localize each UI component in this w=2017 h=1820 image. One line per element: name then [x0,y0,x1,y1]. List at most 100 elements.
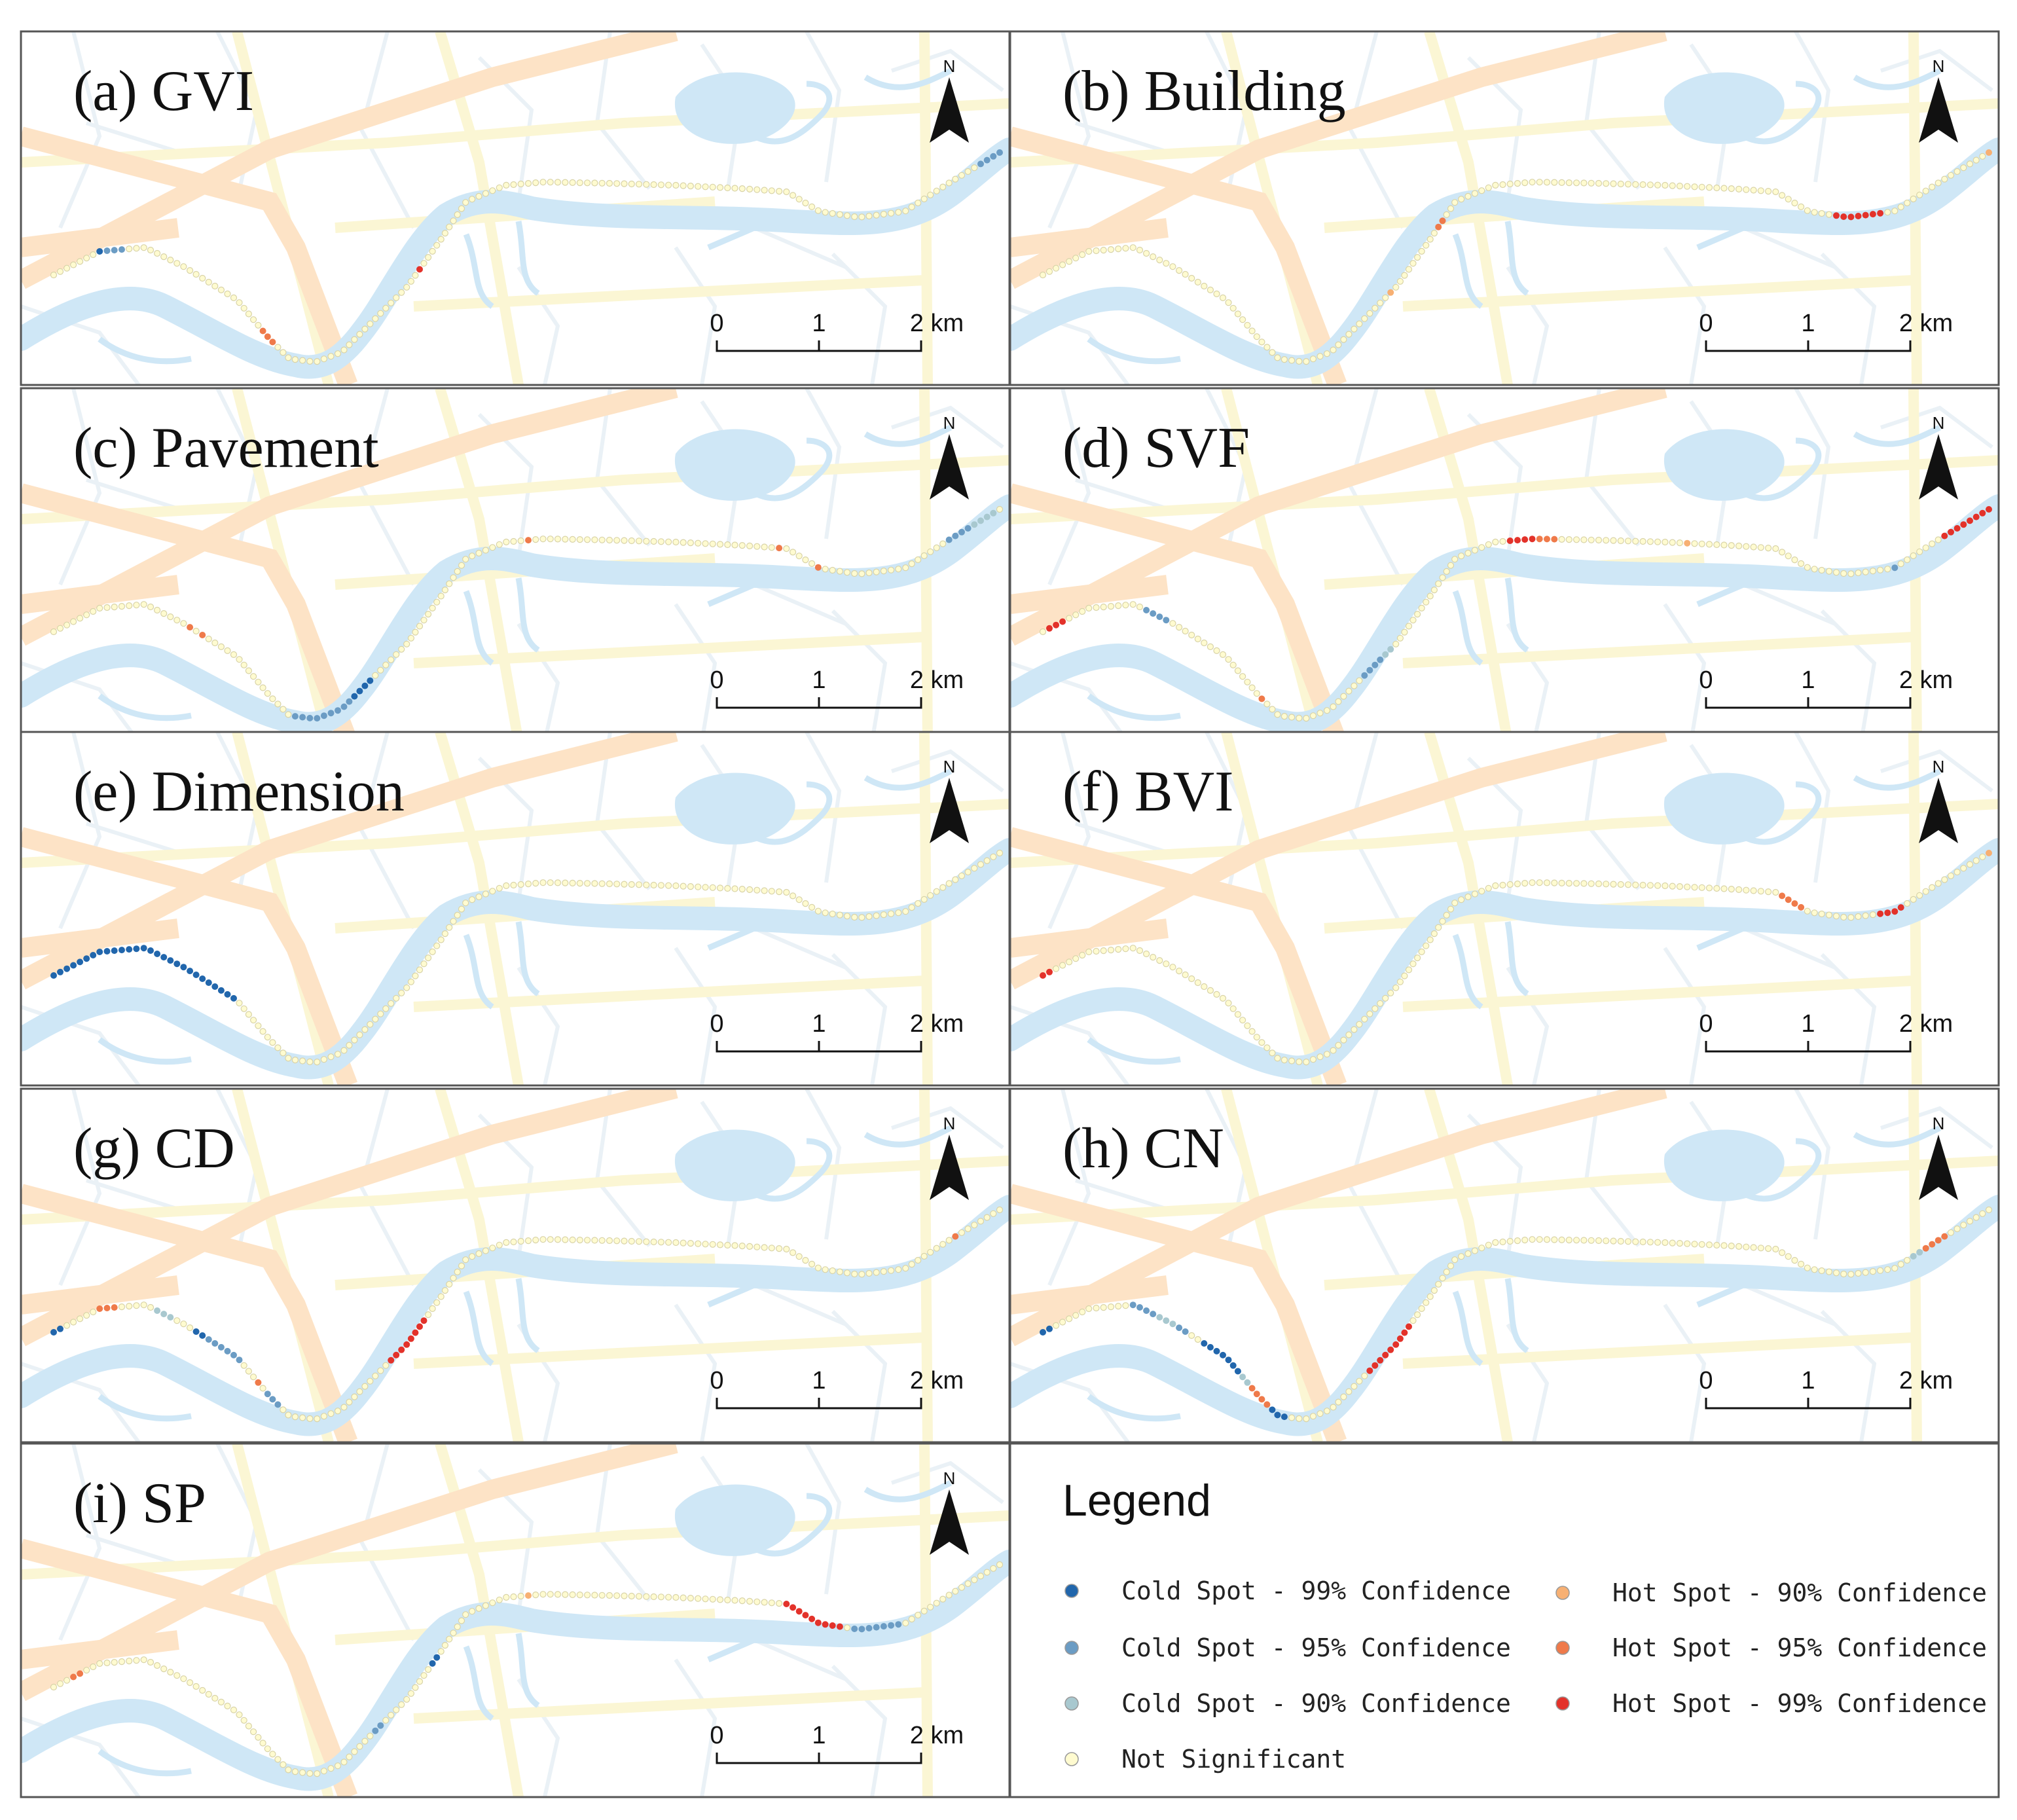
point-not-significant [539,179,547,186]
scale-bar: 0 1 2 km [710,1010,964,1053]
point-not-significant [180,620,187,627]
point-not-significant [1418,604,1425,611]
point-not-significant [83,255,90,262]
point-not-significant [103,1659,111,1667]
north-label: N [1933,757,1945,776]
point-not-significant [211,282,219,290]
point-cold-95 [291,713,299,720]
point-not-significant [1499,181,1506,189]
point-not-significant [192,627,200,635]
point-not-significant [1303,715,1310,722]
point-cold-95 [377,1722,384,1729]
point-not-significant [738,185,746,192]
point-not-significant [1418,948,1425,955]
point-not-significant [1551,1236,1558,1243]
point-not-significant [635,537,643,545]
point-not-significant [1847,914,1855,921]
point-not-significant [1413,611,1421,618]
point-not-significant [643,881,650,888]
point-not-significant [314,1059,321,1066]
point-not-significant [702,183,709,191]
point-not-significant [1720,885,1728,892]
scale-bar-label: 2 km [910,1010,964,1038]
point-not-significant [398,646,405,653]
hotspot-points [50,149,1003,365]
scale-bar-line [716,1398,922,1410]
point-not-significant [133,245,140,252]
point-not-significant [245,1722,252,1730]
point-cold-90 [1387,646,1394,653]
point-not-significant [887,209,895,217]
point-not-significant [377,1010,384,1017]
point-hot-95 [1435,223,1442,230]
point-not-significant [393,994,400,1002]
point-not-significant [958,872,966,879]
point-not-significant [598,880,606,887]
point-not-significant [843,1624,851,1631]
point-not-significant [250,1017,257,1024]
point-hot-95 [1248,1385,1256,1392]
point-not-significant [187,267,194,274]
point-not-significant [1750,187,1757,194]
point-not-significant [361,1383,369,1390]
point-not-significant [356,331,363,338]
point-cold-99 [230,994,237,1002]
point-not-significant [306,357,314,365]
point-not-significant [1361,1372,1368,1379]
scale-bar-line [1705,1041,1912,1053]
point-not-significant [1258,1039,1265,1046]
point-hot-95 [1439,217,1446,225]
point-not-significant [1985,1206,1993,1214]
point-not-significant [482,890,490,898]
point-not-significant [1405,966,1413,974]
north-label: N [1933,1114,1945,1133]
point-not-significant [865,569,873,577]
point-not-significant [613,1592,621,1599]
point-not-significant [393,1706,400,1713]
point-not-significant [462,1256,469,1264]
point-not-significant [695,183,702,190]
scale-bar-label: 2 km [1899,310,1953,337]
point-not-significant [1521,179,1529,187]
point-not-significant [1588,1237,1595,1244]
point-not-significant [731,185,738,192]
point-not-significant [1207,286,1214,293]
point-not-significant [808,903,816,911]
point-not-significant [306,1770,314,1777]
north-arrow-icon: N [1919,1114,1958,1200]
point-not-significant [1551,879,1558,886]
point-not-significant [1288,714,1296,721]
point-not-significant [346,1753,353,1760]
point-not-significant [754,1243,761,1250]
point-not-significant [908,1261,915,1268]
point-not-significant [591,1592,598,1599]
point-not-significant [1156,257,1163,264]
point-hot-99 [809,1615,816,1622]
point-not-significant [1891,1265,1899,1272]
point-not-significant [1922,187,1929,194]
point-not-significant [554,1236,562,1243]
point-not-significant [1423,242,1430,249]
point-not-significant [1603,180,1610,187]
point-cold-95 [217,1343,225,1351]
panel-border [1009,30,2000,386]
point-not-significant [843,212,851,219]
point-not-significant [1698,884,1705,891]
point-not-significant [1269,349,1276,356]
legend-item-hot-95: Hot Spot - 95% Confidence [1555,1633,1987,1662]
point-not-significant [340,1404,348,1411]
point-not-significant [1079,251,1086,259]
legend-swatch-not-significant [1064,1752,1079,1766]
point-not-significant [761,187,768,194]
point-not-significant [664,538,672,545]
point-not-significant [532,179,539,187]
point-not-significant [299,1414,306,1421]
point-hot-95 [264,333,271,340]
point-hot-95 [1929,1241,1936,1248]
point-not-significant [1052,965,1060,972]
legend-label-cold-90: Cold Spot - 90% Confidence [1121,1689,1511,1718]
point-not-significant [650,881,657,889]
point-not-significant [412,628,419,636]
point-not-significant [236,1000,243,1007]
point-cold-95 [340,703,348,710]
